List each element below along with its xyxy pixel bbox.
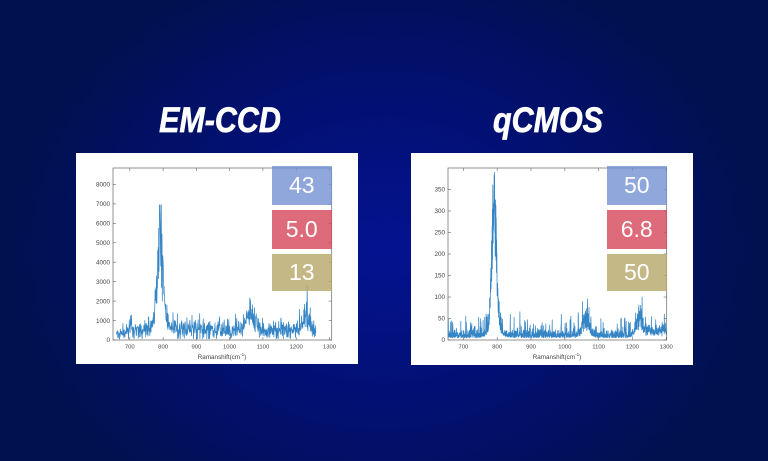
svg-text:Ramanshift(cm-1): Ramanshift(cm-1) bbox=[533, 352, 582, 361]
svg-text:1100: 1100 bbox=[592, 344, 605, 350]
svg-text:8000: 8000 bbox=[96, 182, 111, 189]
svg-text:350: 350 bbox=[434, 187, 445, 194]
svg-text:4000: 4000 bbox=[96, 259, 111, 266]
svg-text:1000: 1000 bbox=[96, 318, 111, 325]
svg-text:700: 700 bbox=[458, 344, 469, 350]
svg-text:300: 300 bbox=[434, 208, 445, 215]
svg-text:250: 250 bbox=[434, 230, 445, 237]
svg-text:100: 100 bbox=[434, 294, 445, 301]
svg-text:900: 900 bbox=[526, 344, 537, 350]
svg-text:1200: 1200 bbox=[290, 344, 304, 350]
svg-text:800: 800 bbox=[492, 344, 503, 350]
svg-text:6000: 6000 bbox=[96, 221, 111, 228]
svg-text:7000: 7000 bbox=[96, 201, 111, 208]
svg-text:1000: 1000 bbox=[223, 344, 237, 350]
svg-text:1100: 1100 bbox=[257, 344, 270, 350]
svg-text:1300: 1300 bbox=[660, 344, 674, 350]
svg-text:0: 0 bbox=[106, 337, 110, 344]
svg-text:3000: 3000 bbox=[96, 279, 111, 286]
svg-text:1000: 1000 bbox=[558, 344, 572, 350]
svg-text:2000: 2000 bbox=[96, 298, 111, 305]
svg-text:1300: 1300 bbox=[323, 344, 337, 350]
svg-text:1200: 1200 bbox=[626, 344, 640, 350]
svg-text:700: 700 bbox=[125, 344, 136, 350]
svg-text:0: 0 bbox=[441, 337, 445, 344]
svg-text:5000: 5000 bbox=[96, 240, 111, 247]
svg-text:800: 800 bbox=[158, 344, 169, 350]
svg-text:900: 900 bbox=[191, 344, 202, 350]
svg-text:200: 200 bbox=[434, 251, 445, 258]
svg-text:150: 150 bbox=[434, 273, 445, 280]
svg-text:50: 50 bbox=[438, 316, 446, 323]
svg-text:Ramanshift(cm-1): Ramanshift(cm-1) bbox=[198, 352, 247, 361]
